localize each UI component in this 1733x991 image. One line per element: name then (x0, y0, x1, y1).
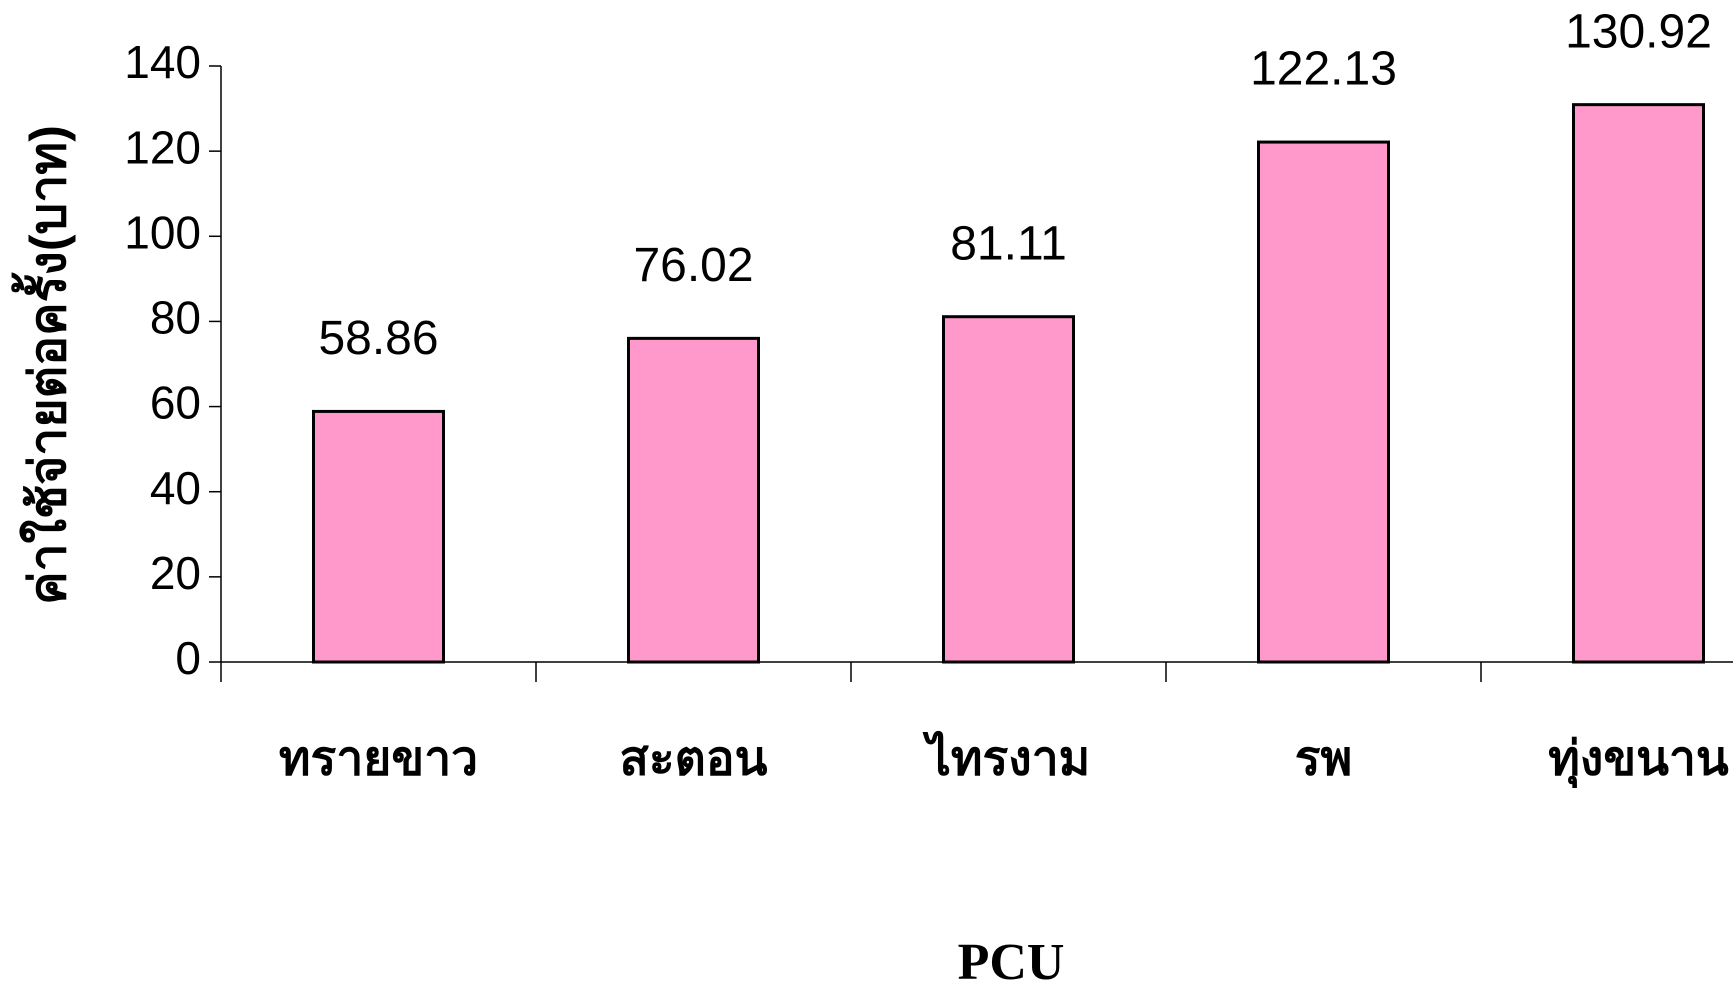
x-tick-label: ทุ่งขนาน (1548, 733, 1729, 789)
y-tick-label: 80 (150, 292, 201, 344)
y-tick-label: 40 (150, 462, 201, 514)
y-tick-label: 100 (124, 206, 201, 258)
value-label: 122.13 (1250, 43, 1397, 96)
y-tick-label: 120 (124, 121, 201, 173)
y-tick-label: 0 (175, 632, 201, 684)
x-tick-label: ไทรงาม (922, 730, 1091, 786)
bar (942, 315, 1075, 664)
bar (312, 409, 445, 664)
y-tick-label: 140 (124, 36, 201, 88)
x-tick-label: สะตอน (620, 733, 768, 786)
x-tick-label: ทรายขาว (279, 733, 478, 786)
value-label: 76.02 (633, 239, 753, 292)
value-label: 81.11 (950, 217, 1067, 270)
bar (1572, 103, 1705, 664)
y-tick-label: 60 (150, 377, 201, 429)
value-label: 58.86 (318, 312, 438, 365)
x-axis-title: PCU (958, 934, 1065, 991)
y-axis-title: ค่าใช้จ่ายต่อครั้ง(บาท) (11, 125, 76, 605)
bar (1257, 140, 1390, 664)
x-tick-label: รพ (1295, 733, 1352, 786)
value-label: 130.92 (1565, 5, 1712, 58)
y-tick-label: 20 (150, 547, 201, 599)
bar (627, 336, 760, 664)
